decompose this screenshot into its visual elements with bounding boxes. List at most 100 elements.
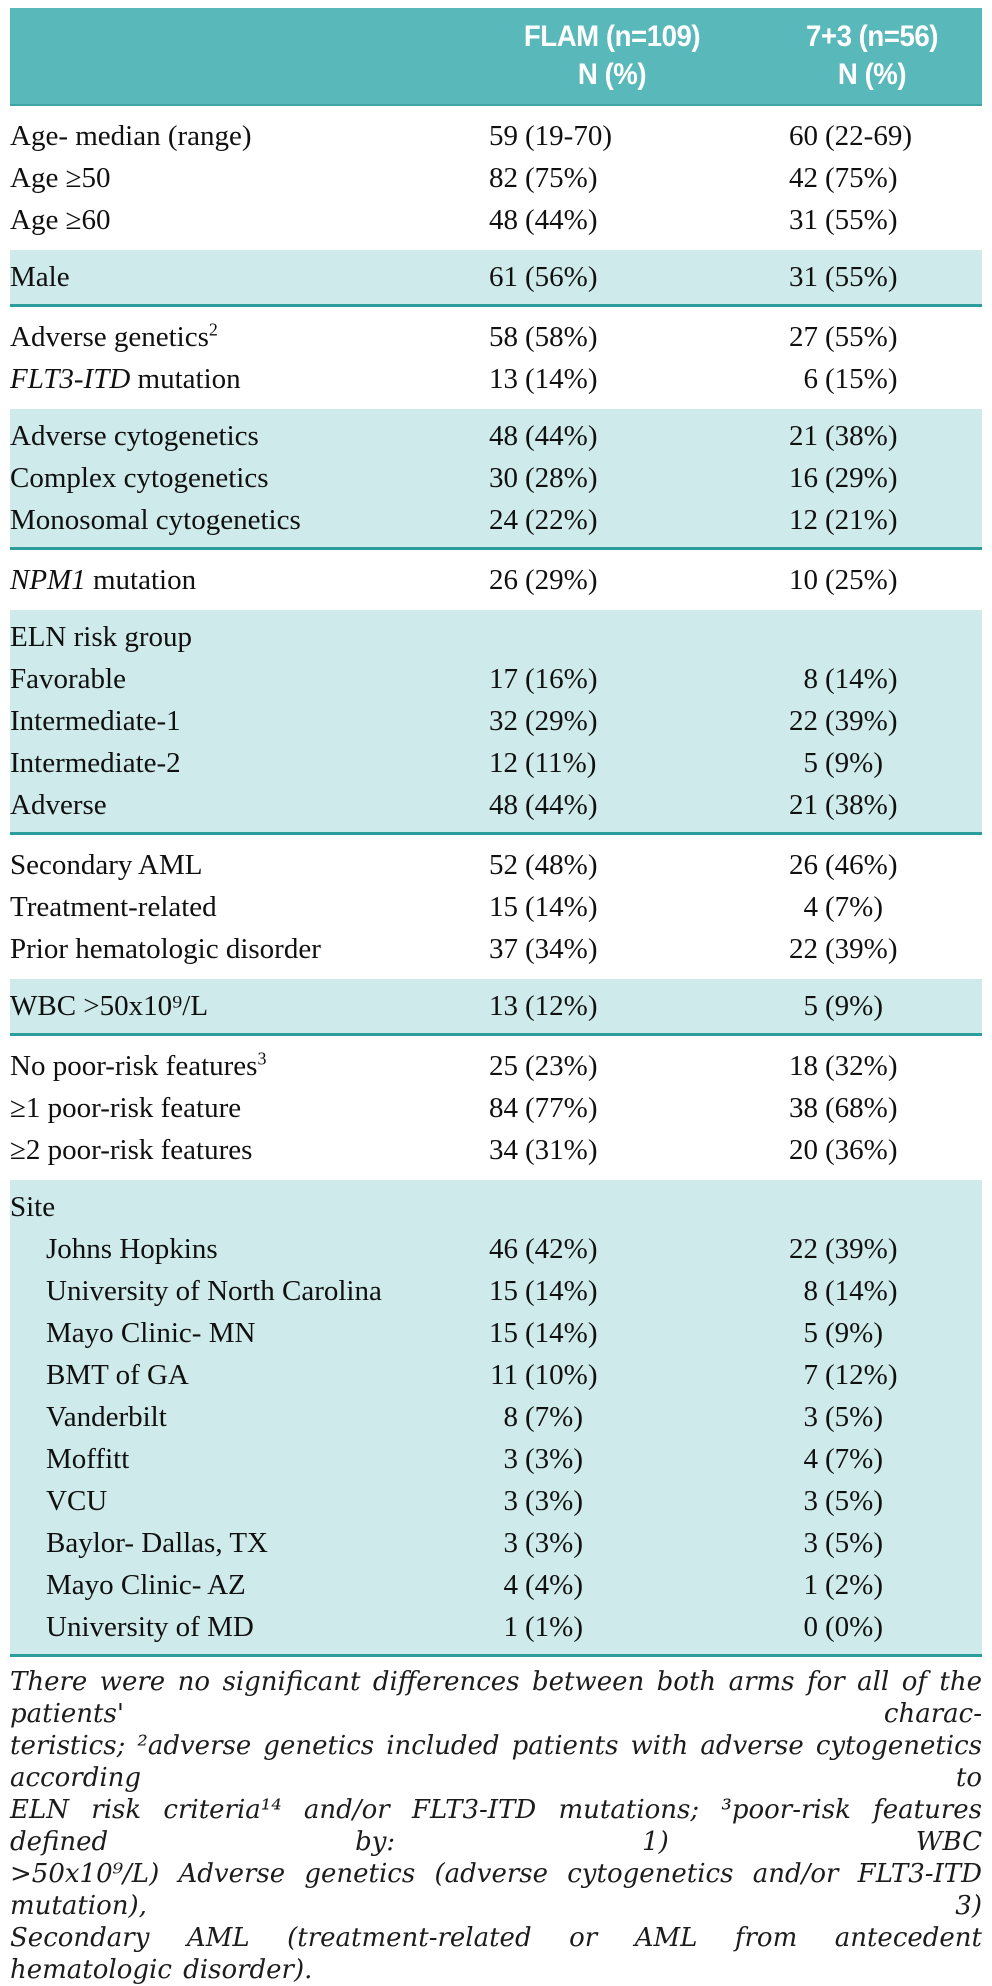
value-7plus3-percent: (46%) <box>825 848 898 881</box>
table-row: Mayo Clinic- AZ 4 (4%) 1 (2%) <box>10 1564 982 1606</box>
value-flam-percent: (1%) <box>525 1610 583 1643</box>
value-7plus3: 22 (39%) <box>762 933 982 966</box>
value-7plus3-count: 1 <box>803 1568 819 1601</box>
value-7plus3-percent: (39%) <box>825 932 898 965</box>
value-flam-count: 25 <box>489 1049 518 1082</box>
row-label: Adverse <box>10 788 107 821</box>
row-label: Adverse cytogenetics <box>10 419 259 452</box>
value-flam: 24 (22%) <box>462 504 762 537</box>
value-flam-count: 11 <box>490 1358 518 1391</box>
table-row: Male 61 (56%) 31 (55%) <box>10 256 982 298</box>
row-label: Johns Hopkins <box>46 1232 218 1265</box>
row-label: Age ≥60 <box>10 203 111 236</box>
table-row: Adverse cytogenetics 48 (44%) 21 (38%) <box>10 415 982 457</box>
row-label: ≥1 poor-risk feature <box>10 1091 242 1124</box>
value-7plus3: 3 (5%) <box>762 1401 982 1434</box>
table-section: Male 61 (56%) 31 (55%) <box>10 250 982 307</box>
value-flam-percent: (3%) <box>525 1484 583 1517</box>
value-flam-percent: (23%) <box>525 1049 598 1082</box>
row-label: Prior hematologic disorder <box>10 932 321 965</box>
value-7plus3-percent: (39%) <box>825 704 898 737</box>
value-7plus3: 5 (9%) <box>762 990 982 1023</box>
row-label: Site <box>10 1190 56 1223</box>
value-flam-count: 17 <box>489 662 518 695</box>
value-flam: 13 (14%) <box>462 363 762 396</box>
value-flam-percent: (12%) <box>525 989 598 1022</box>
value-7plus3: 12 (21%) <box>762 504 982 537</box>
value-7plus3-percent: (5%) <box>825 1400 883 1433</box>
table-section: No poor-risk features3 25 (23%) 18 (32%) ≥1 p… <box>10 1041 982 1175</box>
row-label: NPM1 mutation <box>10 563 197 596</box>
value-7plus3: 1 (2%) <box>762 1569 982 1602</box>
row-label: Adverse genetics2 <box>10 318 218 353</box>
value-7plus3-percent: (32%) <box>825 1049 898 1082</box>
value-7plus3: 0 (0%) <box>762 1611 982 1644</box>
value-flam-count: 52 <box>489 848 518 881</box>
value-7plus3: 10 (25%) <box>762 564 982 597</box>
footnote-line: Secondary AML (treatment-related or AML … <box>10 1923 982 1985</box>
value-flam: 3 (3%) <box>462 1485 762 1518</box>
value-7plus3-count: 21 <box>789 788 818 821</box>
value-flam-count: 37 <box>489 932 518 965</box>
value-7plus3-percent: (29%) <box>825 461 898 494</box>
value-flam: 61 (56%) <box>462 261 762 294</box>
footnote: There were no significant differences be… <box>10 1666 982 1986</box>
value-flam-percent: (4%) <box>525 1568 583 1601</box>
row-label: Favorable <box>10 662 126 695</box>
value-7plus3-percent: (15%) <box>825 362 898 395</box>
value-7plus3-percent: (9%) <box>825 989 883 1022</box>
value-flam: 26 (29%) <box>462 564 762 597</box>
value-7plus3: 16 (29%) <box>762 462 982 495</box>
value-flam: 37 (34%) <box>462 933 762 966</box>
value-flam: 34 (31%) <box>462 1134 762 1167</box>
value-7plus3-percent: (55%) <box>825 203 898 236</box>
table-row: Adverse 48 (44%) 21 (38%) <box>10 784 982 826</box>
value-7plus3-count: 0 <box>803 1610 819 1643</box>
value-flam-count: 12 <box>489 746 518 779</box>
table-row: Adverse genetics2 58 (58%) 27 (55%) <box>10 316 982 358</box>
value-7plus3: 38 (68%) <box>762 1092 982 1125</box>
value-7plus3-count: 21 <box>789 419 818 452</box>
footnote-line: ELN risk criteria¹⁴ and/or FLT3-ITD muta… <box>10 1795 982 1857</box>
table-row: Favorable 17 (16%) 8 (14%) <box>10 658 982 700</box>
row-label: University of MD <box>46 1610 254 1643</box>
column-header-7plus3: 7+3 (n=56) N (%) <box>771 18 973 94</box>
value-7plus3-percent: (0%) <box>825 1610 883 1643</box>
value-7plus3-percent: (9%) <box>825 746 883 779</box>
value-7plus3: 7 (12%) <box>762 1359 982 1392</box>
value-flam-percent: (14%) <box>525 362 598 395</box>
row-label: VCU <box>46 1484 108 1517</box>
value-7plus3-count: 6 <box>803 362 819 395</box>
value-flam-percent: (22%) <box>525 503 598 536</box>
table-section: NPM1 mutation 26 (29%) 10 (25%) <box>10 555 982 605</box>
value-flam: 30 (28%) <box>462 462 762 495</box>
value-flam: 17 (16%) <box>462 663 762 696</box>
value-flam-percent: (14%) <box>525 890 598 923</box>
table-row: Baylor- Dallas, TX 3 (3%) 3 (5%) <box>10 1522 982 1564</box>
footnote-line: teristics; ²adverse genetics included pa… <box>10 1731 982 1793</box>
footnote-line: >50x10⁹/L) Adverse genetics (adverse cyt… <box>10 1859 982 1921</box>
row-label: Moffitt <box>46 1442 130 1475</box>
row-label: Male <box>10 260 70 293</box>
value-7plus3: 22 (39%) <box>762 1233 982 1266</box>
value-7plus3-count: 4 <box>803 1442 819 1475</box>
value-flam-percent: (44%) <box>525 419 598 452</box>
row-label: ≥2 poor-risk features <box>10 1133 253 1166</box>
value-7plus3-count: 31 <box>789 203 818 236</box>
value-flam: 3 (3%) <box>462 1443 762 1476</box>
value-flam-count: 4 <box>503 1568 519 1601</box>
value-7plus3-percent: (5%) <box>825 1484 883 1517</box>
value-7plus3-count: 22 <box>789 704 818 737</box>
row-label: Mayo Clinic- AZ <box>46 1568 246 1601</box>
column-header-flam-line1: FLAM (n=109) <box>523 20 701 53</box>
value-flam: 25 (23%) <box>462 1050 762 1083</box>
value-flam-count: 82 <box>489 161 518 194</box>
table-row: University of MD 1 (1%) 0 (0%) <box>10 1606 982 1648</box>
row-label: University of North Carolina <box>46 1274 382 1307</box>
value-7plus3-count: 4 <box>803 890 819 923</box>
row-label: Baylor- Dallas, TX <box>46 1526 268 1559</box>
value-7plus3: 8 (14%) <box>762 1275 982 1308</box>
value-7plus3: 8 (14%) <box>762 663 982 696</box>
value-flam-count: 13 <box>489 989 518 1022</box>
table-row: No poor-risk features3 25 (23%) 18 (32%) <box>10 1045 982 1087</box>
